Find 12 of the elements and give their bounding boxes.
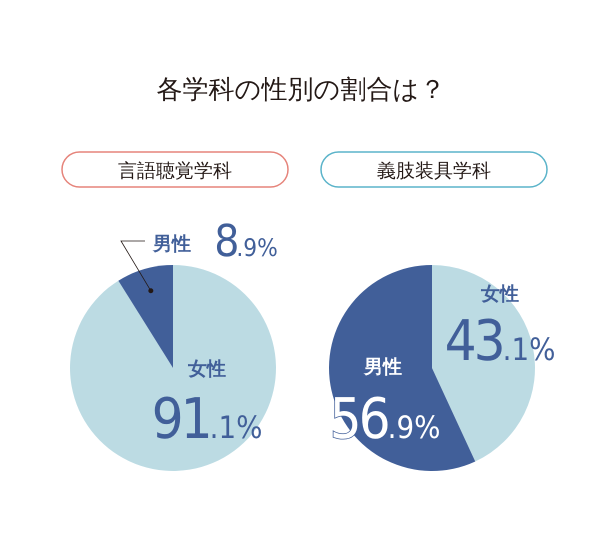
chart-title: 各学科の性別の割合は？ xyxy=(156,75,446,105)
slice-label: 男性 xyxy=(152,233,191,255)
slice-label: 男性 xyxy=(363,356,402,378)
chart-subtitle: 言語聴覚学科 xyxy=(118,160,232,182)
data-label: 91.1% xyxy=(152,387,262,452)
pie-slice xyxy=(118,265,173,368)
pie-slice xyxy=(70,265,276,471)
data-label: 43.1% xyxy=(444,309,556,374)
slice-label: 女性 xyxy=(480,283,519,305)
slice-label: 女性 xyxy=(187,358,226,380)
chart-subtitle: 義肢装具学科 xyxy=(377,160,491,182)
data-label: 8.9% xyxy=(214,216,278,267)
